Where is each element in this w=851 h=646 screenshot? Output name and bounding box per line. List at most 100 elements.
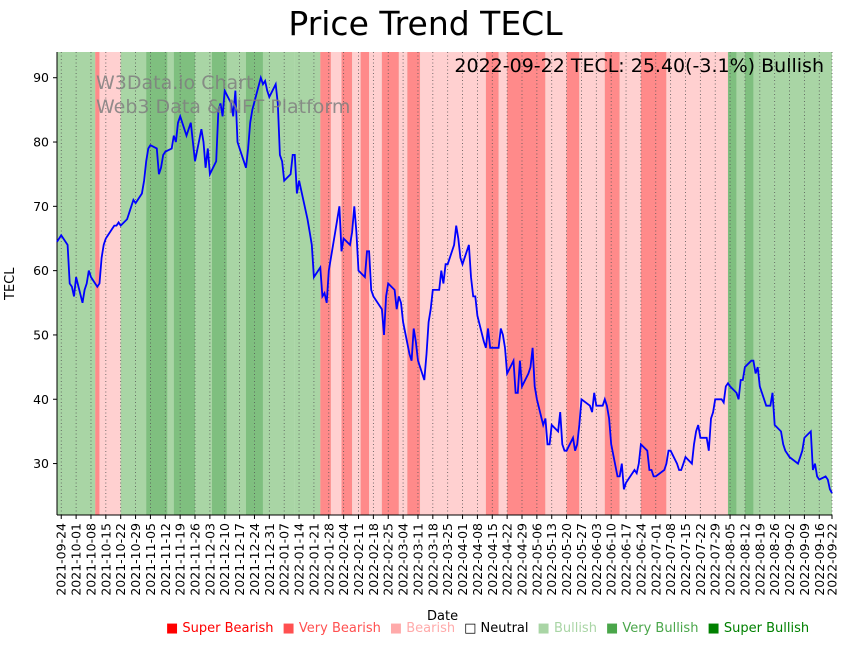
x-tick-label: 2022-05-20 [559, 523, 574, 596]
x-tick-label: 2022-07-08 [663, 523, 678, 596]
x-tick-label: 2021-12-03 [202, 523, 217, 596]
regime-band-very_bearish [407, 52, 421, 515]
x-tick-label: 2021-10-22 [113, 523, 128, 596]
regime-band-bearish [369, 52, 382, 515]
x-tick-label: 2022-01-28 [321, 523, 336, 596]
x-tick-label: 2022-06-03 [589, 523, 604, 596]
y-tick-label: 30 [33, 456, 49, 471]
x-tick-label: 2022-06-24 [633, 523, 648, 596]
regime-band-very_bearish [566, 52, 580, 515]
regime-bands [57, 52, 832, 515]
price-line [56, 74, 833, 494]
x-tick-label: 2022-08-12 [737, 523, 752, 596]
legend-marker: ■ [166, 621, 183, 636]
x-tick-label: 2022-04-22 [500, 523, 515, 596]
legend-marker: ■ [605, 621, 623, 636]
x-tick-label: 2022-08-19 [752, 523, 767, 596]
legend-item-bullish: ■ Bullish [538, 621, 597, 636]
legend-marker: □ [464, 621, 481, 636]
x-tick-label: 2022-06-10 [604, 523, 619, 596]
legend-marker: ■ [537, 621, 554, 636]
x-tick-label: 2021-11-05 [143, 523, 158, 596]
legend-item-very-bearish: ■ Very Bearish [283, 621, 381, 636]
regime-band-very_bearish [381, 52, 399, 515]
regime-band-bearish [99, 52, 121, 515]
regime-band-bullish [167, 52, 174, 515]
regime-band-bullish [753, 52, 775, 515]
x-tick-label: 2022-05-13 [544, 523, 559, 596]
x-tick-label: 2022-09-02 [782, 523, 797, 596]
x-tick-label: 2022-02-25 [381, 523, 396, 596]
watermark-line1: W3Data.io Chart [96, 72, 254, 94]
legend-label: Super Bearish [182, 621, 274, 636]
regime-band-very_bearish [604, 52, 620, 515]
x-tick-label: 2022-07-29 [708, 523, 723, 596]
x-tick-label: 2022-03-11 [410, 523, 425, 596]
regime-band-bearish [666, 52, 728, 515]
regime-band-bullish [736, 52, 745, 515]
x-tick-label: 2022-02-11 [351, 523, 366, 596]
x-tick-label: 2022-09-16 [812, 523, 827, 596]
regime-band-bearish [545, 52, 567, 515]
legend-item-super-bullish: ■ Super Bullish [707, 621, 809, 636]
regime-band-very_bullish [146, 52, 168, 515]
regime-band-very_bullish [173, 52, 196, 515]
y-tick-label: 60 [33, 263, 49, 278]
x-tick-label: 2022-03-25 [440, 523, 455, 596]
x-tick-label: 2022-06-17 [619, 523, 634, 596]
x-tick-label: 2021-09-24 [54, 523, 69, 596]
x-tick-label: 2022-01-21 [306, 523, 321, 596]
regime-band-very_bearish [341, 52, 353, 515]
regime-band-very_bearish [320, 52, 331, 515]
x-tick-label: 2021-10-29 [128, 523, 143, 596]
x-tick-label: 2021-12-31 [262, 523, 277, 596]
regime-band-very_bullish [744, 52, 754, 515]
x-tick-label: 2022-07-01 [648, 523, 663, 596]
y-tick-label: 90 [33, 70, 49, 85]
regime-band-bearish [579, 52, 605, 515]
legend: ■ Super Bearish ■ Very Bearish ■ Bearish… [166, 621, 818, 636]
x-tick-label: 2021-11-19 [173, 523, 188, 596]
regime-band-bullish [195, 52, 212, 515]
axes [56, 52, 832, 516]
regime-band-bearish [352, 52, 361, 515]
x-tick-label: 2021-12-17 [232, 523, 247, 596]
legend-item-super-bearish: ■ Super Bearish [166, 621, 274, 636]
x-tick-label: 2022-03-04 [396, 523, 411, 596]
x-tick-label: 2022-07-22 [693, 523, 708, 596]
x-tick-label: 2021-12-10 [217, 523, 232, 596]
x-tick-label: 2022-08-26 [767, 523, 782, 596]
x-tick-label: 2022-04-15 [485, 523, 500, 596]
regime-band-bearish [330, 52, 342, 515]
x-ticks: 2021-09-24 2021-10-01 2021-10-08 2021-10-15… [54, 515, 840, 596]
legend-label: Bearish [406, 621, 456, 636]
x-tick-label: 2022-01-14 [292, 523, 307, 596]
legend-label: Very Bearish [298, 621, 381, 636]
x-tick-label: 2022-01-07 [277, 523, 292, 596]
x-tick-label: 2022-07-15 [678, 523, 693, 596]
x-axis-label: Date [427, 609, 459, 624]
legend-label: Very Bullish [622, 621, 699, 636]
regime-band-bearish [437, 52, 486, 515]
regime-band-bullish [774, 52, 832, 515]
legend-marker: ■ [282, 621, 299, 636]
price-annotation: 2022-09-22 TECL: 25.40(-3.1%) Bullish [454, 55, 824, 77]
regime-band-bullish [294, 52, 321, 515]
legend-label: Super Bullish [723, 621, 810, 636]
legend-item-bearish: ■ Bearish [390, 621, 455, 636]
regime-band-bearish [498, 52, 508, 515]
x-tick-label: 2022-05-06 [529, 523, 544, 596]
y-axis-label: TECL [3, 267, 18, 300]
x-tick-label: 2021-11-26 [188, 523, 203, 596]
watermark-line2: Web3 Data & NFT Platform [96, 96, 351, 118]
regime-band-bullish [120, 52, 147, 515]
x-tick-label: 2022-05-27 [574, 523, 589, 596]
x-tick-label: 2021-10-15 [98, 523, 113, 596]
regime-band-very_bearish [360, 52, 370, 515]
legend-marker: ■ [389, 621, 407, 636]
regime-band-very_bullish [727, 52, 737, 515]
regime-band-very_bullish [212, 52, 227, 515]
x-tick-label: 2021-10-08 [83, 523, 98, 596]
y-tick-label: 40 [33, 392, 49, 407]
regime-band-bearish [420, 52, 438, 515]
